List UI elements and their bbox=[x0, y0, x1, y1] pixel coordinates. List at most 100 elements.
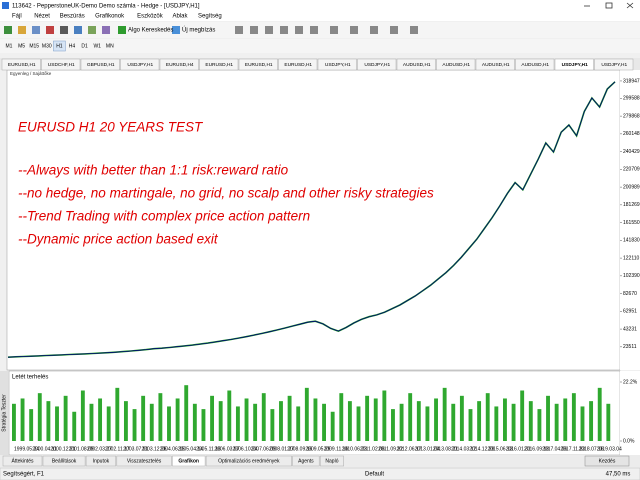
app-icon bbox=[2, 2, 9, 9]
overlay-text: --no hedge, no martingale, no grid, no s… bbox=[18, 186, 434, 201]
menu-item[interactable]: Nézet bbox=[34, 14, 50, 20]
timeframe-button[interactable]: M15 bbox=[29, 43, 39, 49]
tester-tab[interactable] bbox=[205, 455, 292, 467]
tester-tab[interactable] bbox=[2, 455, 43, 467]
chart-area bbox=[6, 69, 621, 371]
y-tick-label: 102390 bbox=[623, 273, 640, 279]
timeframe-button[interactable]: H4 bbox=[69, 43, 76, 49]
toolbar bbox=[0, 22, 640, 38]
chart-tab[interactable] bbox=[475, 58, 515, 71]
timeframe-button[interactable]: M5 bbox=[18, 43, 25, 49]
y-tick-label: 181269 bbox=[623, 202, 640, 208]
chart-tab-label[interactable]: AUDUSD,H1 bbox=[442, 62, 470, 68]
toolbar-button[interactable]: Új megbízás bbox=[182, 27, 215, 34]
load-bar bbox=[416, 401, 421, 441]
y-tick-label: 279868 bbox=[623, 113, 640, 119]
timeframe-button[interactable]: H1 bbox=[56, 43, 63, 49]
overlay-text: --Dynamic price action based exit bbox=[18, 232, 219, 247]
x-date-label: 2017.04.06 bbox=[542, 446, 567, 452]
overlay-text: EURUSD H1 20 YEARS TEST bbox=[18, 120, 204, 135]
tester-tab-label[interactable]: Beállítások bbox=[52, 458, 77, 464]
chart-tab-label[interactable]: USDJPY,H1 bbox=[127, 62, 153, 68]
menu-item[interactable]: Ablak bbox=[173, 14, 189, 20]
chart-tab-label[interactable]: USDJPY,H1 bbox=[601, 62, 627, 68]
chart-tab[interactable] bbox=[436, 58, 476, 71]
chart-tab-label[interactable]: AUDUSD,H1 bbox=[403, 62, 431, 68]
tester-tab-label[interactable]: Optimalizációs eredmények bbox=[218, 458, 280, 464]
load-bar bbox=[141, 395, 146, 441]
chart-tab[interactable] bbox=[238, 58, 278, 71]
chart-tab[interactable] bbox=[41, 58, 81, 71]
chart-tab-label[interactable]: USDJPY,H1 bbox=[562, 62, 588, 68]
load-bar bbox=[98, 398, 103, 441]
chart-tab[interactable] bbox=[199, 58, 239, 71]
chart-tab-label[interactable]: GBPUSD,H1 bbox=[87, 62, 115, 68]
chart-tab-label[interactable]: EURUSD,H4 bbox=[166, 62, 194, 68]
timeframe-button[interactable]: W1 bbox=[93, 43, 101, 49]
tester-tab-label[interactable]: Inputok bbox=[93, 458, 110, 464]
chart-tab-label[interactable]: EURUSD,H1 bbox=[284, 62, 312, 68]
timeframe-button[interactable]: M1 bbox=[6, 43, 13, 49]
load-bar bbox=[391, 409, 395, 441]
chart-tab[interactable] bbox=[278, 58, 318, 71]
menu-item[interactable]: Eszközök bbox=[137, 14, 164, 20]
chart-tab[interactable] bbox=[515, 58, 555, 71]
tester-tab[interactable] bbox=[292, 455, 320, 467]
timeframe-button[interactable]: M30 bbox=[42, 43, 52, 49]
chart-tab-label[interactable]: AUDUSD,H1 bbox=[482, 62, 510, 68]
load-bar bbox=[485, 393, 490, 441]
start-button[interactable] bbox=[584, 455, 630, 467]
x-date-label: 2005.11.16 bbox=[196, 446, 221, 452]
tester-tab-label[interactable]: Áttekintés bbox=[12, 457, 34, 464]
load-bar bbox=[72, 411, 77, 441]
toolbar-button[interactable]: Algo Kereskedés bbox=[128, 28, 173, 34]
menu-item[interactable]: Fájl bbox=[12, 14, 22, 20]
chart-tab[interactable] bbox=[120, 58, 160, 71]
chart-tab[interactable] bbox=[554, 58, 594, 71]
tester-tab-label[interactable]: Agents bbox=[298, 458, 314, 464]
overlay-text: --Always with better than 1:1 risk:rewar… bbox=[18, 163, 289, 178]
load-bar bbox=[192, 403, 197, 441]
chart-tab-label[interactable]: EURUSD,H1 bbox=[205, 62, 233, 68]
tester-tab-label[interactable]: Napló bbox=[325, 458, 338, 464]
tester-tab[interactable] bbox=[172, 455, 206, 467]
chart-tab[interactable] bbox=[1, 58, 41, 71]
chart-tab-label[interactable]: EURUSD,H1 bbox=[245, 62, 273, 68]
chart-tab[interactable] bbox=[317, 58, 357, 71]
load-bar bbox=[261, 393, 266, 441]
chart-tab[interactable] bbox=[396, 58, 436, 71]
chart-tab[interactable] bbox=[594, 58, 634, 71]
chart-tab[interactable] bbox=[357, 58, 397, 71]
chart-tab-label[interactable]: AUDUSD,H1 bbox=[521, 62, 549, 68]
load-bar bbox=[46, 401, 51, 441]
menu-item[interactable]: Beszúrás bbox=[60, 14, 85, 20]
tester-tab[interactable] bbox=[42, 455, 86, 467]
timeframe-button[interactable]: D1 bbox=[81, 43, 88, 49]
load-bar bbox=[451, 403, 456, 441]
tester-tab[interactable] bbox=[85, 455, 117, 467]
chart-tab[interactable] bbox=[80, 58, 120, 71]
load-bar bbox=[20, 398, 25, 441]
tester-tab[interactable] bbox=[116, 455, 172, 467]
tester-side-strip bbox=[0, 371, 8, 455]
y-tick-label: 161550 bbox=[623, 220, 640, 226]
toolbar-icons[interactable] bbox=[4, 26, 418, 34]
menu-item[interactable]: Grafikonok bbox=[95, 14, 125, 20]
menu-item[interactable]: Segítség bbox=[198, 14, 222, 20]
tester-tab-label[interactable]: Visszatesztelés bbox=[127, 458, 162, 464]
timeframe-button[interactable]: MN bbox=[106, 43, 114, 49]
chart-tab-label[interactable]: USDJPY,H1 bbox=[364, 62, 390, 68]
window-controls[interactable] bbox=[584, 2, 634, 9]
status-help: Segítségért, F1 bbox=[3, 472, 45, 478]
chart-tab[interactable] bbox=[159, 58, 199, 71]
x-date-label: 2014.12.28 bbox=[469, 446, 494, 452]
start-button-label[interactable]: Kezdés bbox=[599, 458, 616, 464]
tester-tab-label[interactable]: Grafikon bbox=[178, 458, 199, 464]
load-axis bbox=[620, 371, 640, 455]
tester-tab[interactable] bbox=[319, 455, 344, 467]
chart-tab-label[interactable]: USDJPY,H1 bbox=[325, 62, 351, 68]
chart-tab-label[interactable]: EURUSD,H1 bbox=[8, 62, 36, 68]
chart-tab-label[interactable]: USDCHF,H1 bbox=[48, 62, 75, 68]
load-bar bbox=[571, 393, 576, 441]
